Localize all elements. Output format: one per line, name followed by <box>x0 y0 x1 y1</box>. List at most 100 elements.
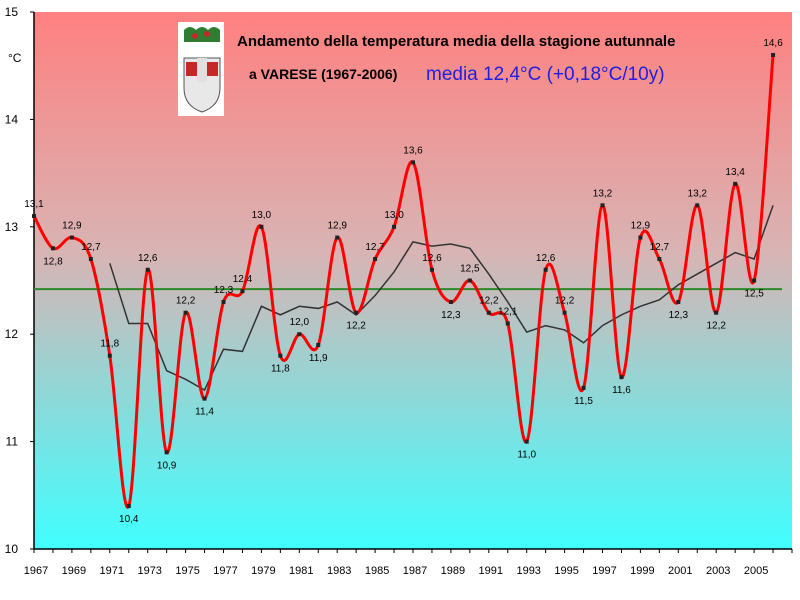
data-label: 12,5 <box>460 264 480 275</box>
annual-point <box>145 267 150 272</box>
y-axis-unit: °C <box>8 51 22 65</box>
data-label: 12,2 <box>555 296 575 307</box>
data-label: 12,8 <box>43 256 63 267</box>
data-label: 12,3 <box>669 310 689 321</box>
data-label: 12,2 <box>346 321 366 332</box>
annual-point <box>581 385 586 390</box>
data-label: 13,0 <box>252 210 272 221</box>
y-tick-label: 15 <box>5 5 19 19</box>
data-label: 10,9 <box>157 460 177 471</box>
x-tick-label: 1989 <box>441 565 465 577</box>
data-label: 12,1 <box>498 306 518 317</box>
x-tick-label: 1981 <box>289 565 313 577</box>
annual-point <box>354 310 359 315</box>
annual-point <box>50 246 55 251</box>
annual-point <box>373 257 378 262</box>
plot-background <box>34 12 792 549</box>
data-label: 11,0 <box>517 450 536 461</box>
data-label: 12,2 <box>706 321 726 332</box>
annual-point <box>733 181 738 186</box>
data-label: 12,2 <box>176 296 196 307</box>
annual-point <box>695 203 700 208</box>
x-tick-label: 1987 <box>403 565 427 577</box>
data-label: 11,4 <box>195 407 214 418</box>
annual-point <box>164 450 169 455</box>
annual-point <box>392 224 397 229</box>
annual-point <box>562 310 567 315</box>
annual-point <box>619 375 624 380</box>
x-tick-label: 1973 <box>137 565 161 577</box>
data-label: 14,6 <box>763 38 783 49</box>
annual-point <box>221 299 226 304</box>
annual-point <box>714 310 719 315</box>
x-tick-label: 1999 <box>630 565 654 577</box>
x-tick-label: 1971 <box>100 565 124 577</box>
annual-point <box>486 310 491 315</box>
y-tick-label: 14 <box>5 112 19 126</box>
annual-point <box>316 342 321 347</box>
chart-title-line1: Andamento della temperatura media della … <box>237 33 675 50</box>
data-label: 12,0 <box>290 317 310 328</box>
y-tick-label: 11 <box>6 435 19 449</box>
annual-point <box>202 396 207 401</box>
annual-point <box>429 267 434 272</box>
annual-point <box>126 504 131 509</box>
data-label: 13,2 <box>593 188 613 199</box>
x-tick-label: 1997 <box>592 565 616 577</box>
x-tick-label: 1975 <box>175 565 199 577</box>
annual-point <box>657 257 662 262</box>
annual-point <box>259 224 264 229</box>
data-label: 11,5 <box>574 396 593 407</box>
annual-point <box>524 439 529 444</box>
annual-point <box>297 332 302 337</box>
x-tick-label: 1967 <box>24 565 48 577</box>
data-label: 10,4 <box>119 514 139 525</box>
data-label: 13,2 <box>688 188 708 199</box>
data-label: 13,0 <box>384 210 404 221</box>
data-label: 12,3 <box>214 285 234 296</box>
y-tick-label: 12 <box>5 327 19 341</box>
x-tick-label: 1993 <box>516 565 540 577</box>
annual-point <box>752 278 757 283</box>
chart-title-line3: media 12,4°C (+0,18°C/10y) <box>426 64 665 85</box>
y-tick-labels: 10 11 12 13 14 15 <box>5 5 34 556</box>
data-label: 11,6 <box>612 385 631 396</box>
data-label: 11,8 <box>100 339 119 350</box>
annual-point <box>278 353 283 358</box>
annual-point <box>183 310 188 315</box>
data-label: 12,2 <box>479 296 499 307</box>
x-tick-label: 2001 <box>668 565 692 577</box>
data-label: 13,1 <box>24 199 44 210</box>
x-tick-label: 1969 <box>62 565 86 577</box>
annual-point <box>448 299 453 304</box>
annual-point <box>107 353 112 358</box>
x-tick-label: 1983 <box>327 565 351 577</box>
annual-point <box>411 160 415 165</box>
annual-points-layer <box>32 52 776 509</box>
data-label: 13,6 <box>403 145 423 156</box>
y-tick-label: 13 <box>5 220 19 234</box>
varese-coat-of-arms-icon <box>178 22 224 116</box>
data-label: 12,7 <box>81 242 101 253</box>
chart-title-line2: a VARESE (1967-2006) <box>249 66 397 82</box>
data-label: 12,6 <box>138 253 158 264</box>
x-tick-label: 2005 <box>744 565 768 577</box>
data-label: 12,7 <box>650 242 670 253</box>
annual-point <box>69 235 74 240</box>
data-label: 12,9 <box>631 221 651 232</box>
annual-point <box>638 235 643 240</box>
data-label: 11,8 <box>271 364 290 375</box>
data-label: 12,3 <box>441 310 461 321</box>
annual-point <box>32 214 36 219</box>
x-tick-label: 1995 <box>554 565 578 577</box>
data-label: 12,6 <box>422 253 442 264</box>
data-label: 12,5 <box>744 289 764 300</box>
data-label: 12,9 <box>62 221 82 232</box>
data-label: 13,4 <box>725 167 745 178</box>
moving-average-layer <box>109 205 774 392</box>
annual-point <box>771 52 776 57</box>
data-label: 12,7 <box>365 242 385 253</box>
x-tick-label: 1977 <box>213 565 237 577</box>
x-tick-label: 1991 <box>479 565 503 577</box>
